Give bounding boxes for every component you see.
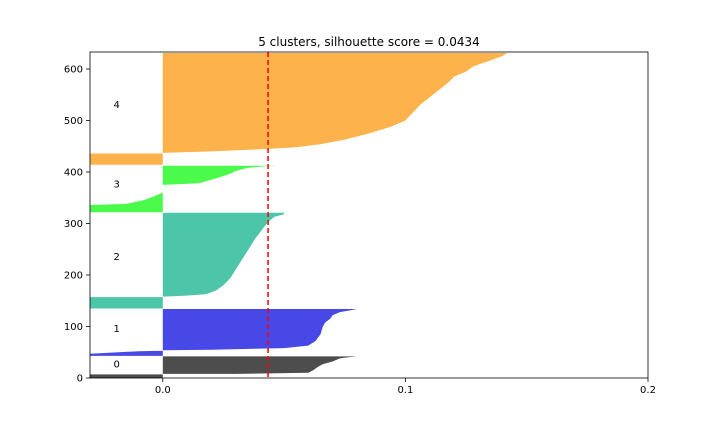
chart-title: 5 clusters, silhouette score = 0.0434 [258,35,480,49]
cluster-4-label: 4 [113,100,119,111]
cluster-3-area [90,164,277,213]
cluster-2-area [90,212,285,309]
x-tick-label: 0.1 [397,385,413,396]
x-axis: 0.0 0.1 0.2 [155,378,656,396]
cluster-1-label: 1 [113,324,119,335]
y-tick-label: 400 [64,167,83,178]
cluster-1-area [90,308,357,356]
y-tick-label: 300 [64,219,83,230]
x-tick-label: 0.0 [155,385,171,396]
y-tick-label: 0 [77,374,83,385]
cluster-0-label: 0 [113,360,119,371]
cluster-2-label: 2 [113,252,119,263]
y-tick-label: 200 [64,270,83,281]
cluster-labels: 0 1 2 3 4 [113,100,119,371]
y-tick-label: 500 [64,116,83,127]
y-tick-label: 600 [64,64,83,75]
cluster-4-area [90,52,508,165]
x-tick-label: 0.2 [640,385,656,396]
y-axis: 0 100 200 300 400 500 600 [64,64,90,385]
cluster-0-area [90,355,357,378]
plot-frame [89,51,649,379]
cluster-3-label: 3 [113,179,119,190]
y-tick-label: 100 [64,322,83,333]
cluster-areas [90,52,508,378]
